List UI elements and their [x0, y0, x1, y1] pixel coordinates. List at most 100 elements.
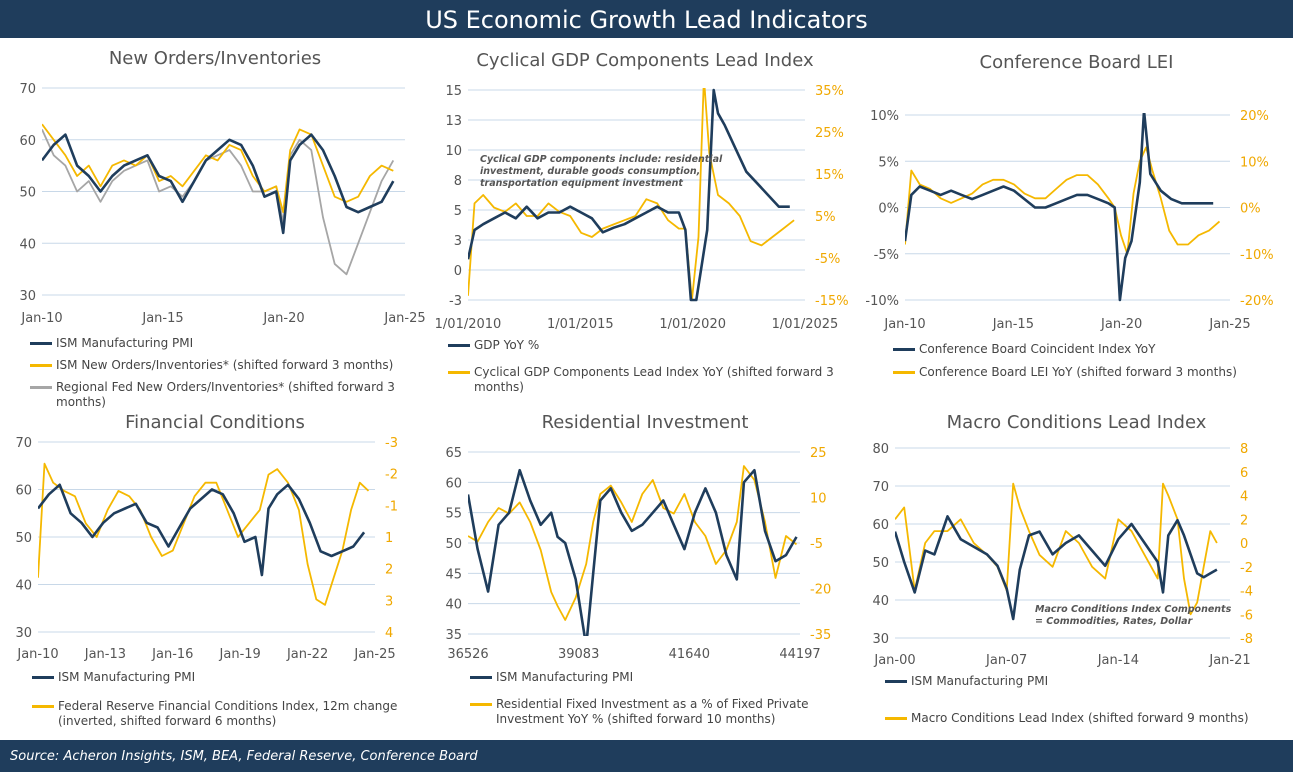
- chart-legend: Conference Board Coincident Index YoY Co…: [893, 342, 1293, 387]
- y2-tick-label: 2: [1240, 513, 1248, 528]
- y2-tick-label: 3: [385, 594, 393, 609]
- y2-tick-label: -20%: [1240, 294, 1274, 309]
- y-tick-label: 10: [445, 144, 462, 159]
- y-tick-label: 40: [445, 598, 462, 613]
- y-tick-label: 70: [15, 436, 32, 451]
- y2-tick-label: 1: [385, 531, 393, 546]
- y-tick-label: 13: [445, 114, 462, 129]
- series-line: [905, 146, 1221, 255]
- legend-item: Federal Reserve Financial Conditions Ind…: [32, 699, 412, 729]
- y2-tick-label: -5%: [815, 252, 840, 267]
- y2-tick-label: 15%: [815, 168, 844, 183]
- chart-title: Cyclical GDP Components Lead Index: [476, 50, 814, 71]
- chart-residential-investment: 35 40 45 50 55 60 65 -35 -20 -5 10 25 36526 39083 4164…: [445, 446, 831, 662]
- y-tick-label: 60: [445, 476, 462, 491]
- chart-legend: ISM Manufacturing PMI Macro Conditions L…: [885, 674, 1285, 733]
- y-tick-label: 5: [454, 204, 462, 219]
- x-tick-label: 36526: [447, 647, 488, 662]
- y-tick-label: 50: [19, 186, 36, 201]
- legend-item: Macro Conditions Lead Index (shifted for…: [885, 711, 1285, 726]
- chart-title: Macro Conditions Lead Index: [946, 412, 1207, 433]
- y2-tick-label: 4: [385, 626, 393, 641]
- series-line: [905, 113, 1214, 302]
- y-tick-label: 35: [445, 628, 462, 643]
- y2-tick-label: -3: [385, 436, 398, 451]
- y-tick-label: 70: [19, 82, 36, 97]
- x-tick-label: Jan-16: [151, 647, 193, 662]
- legend-item: ISM Manufacturing PMI: [885, 674, 1285, 689]
- legend-item: ISM Manufacturing PMI: [30, 336, 430, 351]
- y-tick-label: 5%: [878, 155, 899, 170]
- chart-macro-conditions-lead-index: 30 40 50 60 70 80 -8 -6 -4 -2 0 2 4 6 8 Jan-00 Jan-07 Jan…: [872, 442, 1253, 668]
- chart-legend: ISM Manufacturing PMI Federal Reserve Fi…: [32, 670, 412, 736]
- series-line: [42, 123, 394, 214]
- y-tick-label: 0: [454, 264, 462, 279]
- y2-tick-label: 25: [810, 446, 827, 461]
- y2-tick-label: -6: [1240, 608, 1253, 623]
- y2-tick-label: 20%: [1240, 109, 1269, 124]
- y2-tick-label: 2: [385, 563, 393, 578]
- x-tick-label: 44197: [779, 647, 820, 662]
- y-tick-label: 50: [445, 537, 462, 552]
- y2-tick-label: -10%: [1240, 248, 1274, 263]
- legend-item: Regional Fed New Orders/Inventories* (sh…: [30, 380, 430, 410]
- x-tick-label: 1/01/2015: [547, 317, 614, 332]
- chart-annotation: Cyclical GDP components include: residen…: [480, 154, 723, 165]
- legend-item: Conference Board Coincident Index YoY: [893, 342, 1293, 357]
- x-tick-label: Jan-07: [985, 653, 1027, 668]
- y2-tick-label: 10%: [1240, 155, 1269, 170]
- y-tick-label: 40: [872, 594, 889, 609]
- y2-tick-label: -15%: [815, 294, 849, 309]
- legend-item: Residential Fixed Investment as a % of F…: [470, 697, 840, 727]
- y2-tick-label: 5%: [815, 210, 836, 225]
- y2-tick-label: -20: [810, 583, 831, 598]
- y-tick-label: 3: [454, 234, 462, 249]
- panel-residential-investment: Residential Investment 35 40 45 50 55 60 65 -35…: [430, 402, 860, 740]
- chart-title: Financial Conditions: [125, 412, 305, 433]
- y-tick-label: 60: [19, 134, 36, 149]
- x-tick-label: Jan-20: [1100, 317, 1142, 332]
- chart-title: New Orders/Inventories: [108, 48, 322, 69]
- x-tick-label: Jan-10: [883, 317, 925, 332]
- x-tick-label: Jan-20: [262, 311, 304, 326]
- chart-annotation: = Commodities, Rates, Dollar: [1035, 616, 1194, 627]
- series-line: [895, 482, 1218, 616]
- series-line: [468, 88, 795, 301]
- y2-tick-label: 10: [810, 492, 827, 507]
- x-tick-label: Jan-25: [353, 647, 395, 662]
- panel-macro-conditions: Macro Conditions Lead Index 30 40 50 60 70 80…: [860, 402, 1293, 740]
- x-tick-label: Jan-22: [286, 647, 328, 662]
- y2-tick-label: -2: [385, 468, 398, 483]
- source-footnote: Source: Acheron Insights, ISM, BEA, Fede…: [0, 740, 1293, 772]
- y-tick-label: 50: [872, 556, 889, 571]
- chart-title: Conference Board LEI: [979, 52, 1174, 73]
- y2-tick-label: 35%: [815, 84, 844, 99]
- legend-item: Conference Board LEI YoY (shifted forwar…: [893, 365, 1293, 380]
- x-tick-label: Jan-25: [383, 311, 425, 326]
- chart-annotation: transportation equipment investment: [480, 178, 683, 189]
- y2-tick-label: -2: [1240, 561, 1253, 576]
- y2-tick-label: 0: [1240, 537, 1248, 552]
- x-tick-label: Jan-10: [16, 647, 58, 662]
- y2-tick-label: -1: [385, 499, 398, 514]
- y-tick-label: 50: [15, 531, 32, 546]
- y2-tick-label: 4: [1240, 490, 1248, 505]
- y-tick-label: 80: [872, 442, 889, 457]
- y-tick-label: 10%: [870, 109, 899, 124]
- y-tick-label: 40: [15, 579, 32, 594]
- chart-conference-board-lei: -10% -5% 0% 5% 10% -20% -10% 0% 10% 20% Jan-10 Jan-…: [865, 109, 1274, 332]
- y-tick-label: 70: [872, 480, 889, 495]
- chart-annotation: Macro Conditions Index Components: [1035, 604, 1232, 615]
- y2-tick-label: 0%: [1240, 202, 1261, 217]
- series-line: [468, 468, 798, 636]
- panel-financial-conditions: Financial Conditions 30 40 50 60 70 -3 -2 -1 1 2 3…: [0, 402, 430, 740]
- series-line: [468, 465, 798, 621]
- chart-title: Residential Investment: [541, 412, 749, 433]
- y-tick-label: 60: [872, 518, 889, 533]
- x-tick-label: Jan-15: [141, 311, 183, 326]
- y2-tick-label: 25%: [815, 126, 844, 141]
- chart-legend: ISM Manufacturing PMI ISM New Orders/Inv…: [30, 336, 430, 417]
- chart-annotation: investment, durable goods consumption,: [480, 166, 700, 177]
- x-tick-label: 1/01/2025: [772, 317, 839, 332]
- x-tick-label: Jan-10: [20, 311, 62, 326]
